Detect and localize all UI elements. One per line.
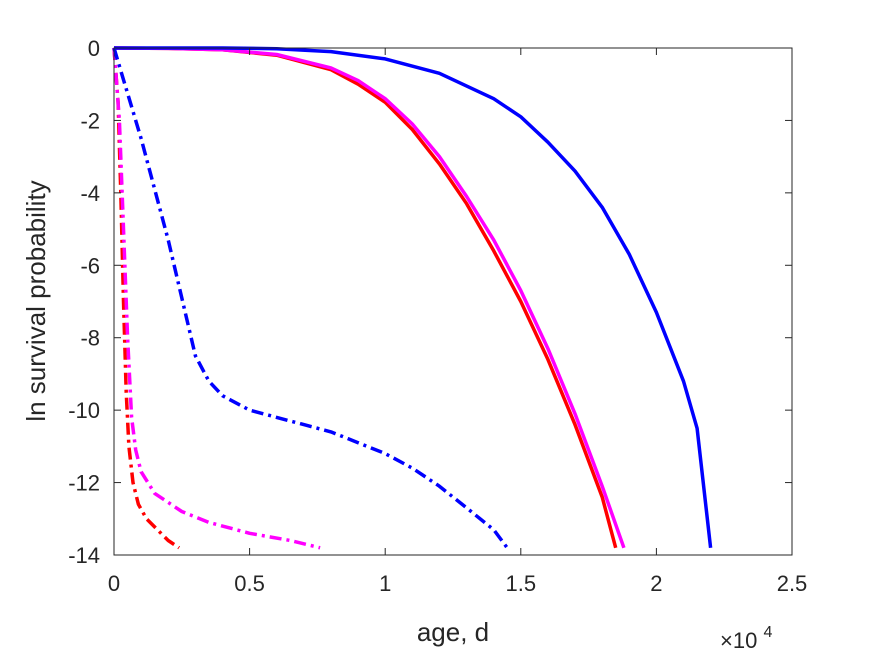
- series-line-6: [112, 47, 509, 549]
- y-tick-label: -4: [80, 181, 100, 206]
- x-axis-label: age, d: [417, 617, 489, 647]
- x-axis-multiplier-base: ×10: [720, 628, 757, 653]
- x-tick-label: 0.5: [234, 571, 265, 596]
- x-tick-label: 1: [379, 571, 391, 596]
- x-tick-label: 2.5: [777, 571, 808, 596]
- x-tick-label: 1.5: [506, 571, 537, 596]
- series-line-3: [114, 46, 713, 548]
- y-tick-label: -12: [68, 471, 100, 496]
- y-tick-label: -10: [68, 398, 100, 423]
- ticks-layer: 0 0.5 1 1.5 2 2.5 0 -2 -4 -6 -8 -10 -12 -14: [68, 36, 807, 596]
- x-axis-multiplier-exponent: 4: [763, 624, 772, 641]
- axes-box: [113, 47, 793, 556]
- y-tick-label: -8: [80, 326, 100, 351]
- plot-area-background: [114, 48, 792, 555]
- x-axis-multiplier: ×10 4: [720, 624, 772, 653]
- x-tick-label: 2: [650, 571, 662, 596]
- axes-layer: [113, 47, 793, 556]
- x-tick-label: 0: [108, 571, 120, 596]
- series-line-5: [112, 47, 321, 550]
- y-tick-label: -6: [80, 253, 100, 278]
- y-tick-label: 0: [88, 36, 100, 61]
- y-tick-label: -14: [68, 543, 100, 568]
- y-tick-label: -2: [80, 108, 100, 133]
- y-axis-label: ln survival probability: [21, 180, 51, 421]
